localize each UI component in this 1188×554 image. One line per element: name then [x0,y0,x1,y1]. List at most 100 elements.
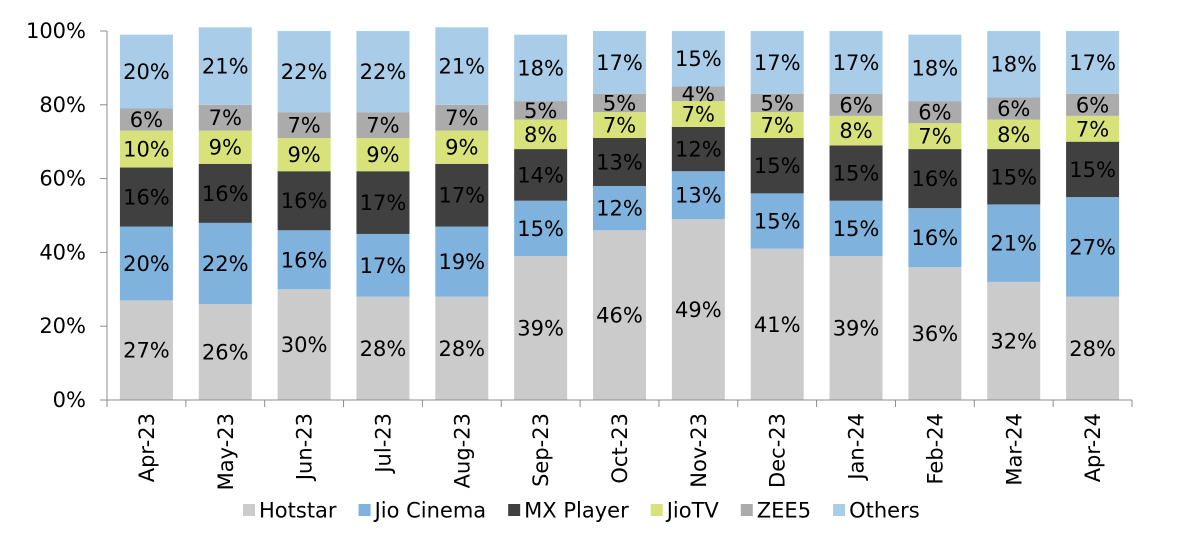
data-label: 30% [281,333,328,357]
bar-segment [671,86,725,102]
data-label: 18% [517,56,564,80]
bar-segment [277,230,331,290]
bar-segment [1066,197,1120,297]
data-label: 9% [287,143,320,167]
data-label: 18% [990,53,1037,77]
data-label: 5% [761,91,794,115]
x-tick-label: May-23 [214,413,238,490]
bar-segment [908,101,962,124]
bar-segment [593,185,646,231]
bar-segment [119,34,173,109]
bar-segment [514,119,568,150]
bar-segment [119,226,173,301]
data-label: 17% [360,254,407,278]
bar-segment [829,256,883,400]
data-label: 22% [360,60,407,84]
data-label: 17% [1069,51,1116,75]
data-label: 17% [754,51,801,75]
bar-segment [671,126,725,172]
legend-swatch [833,504,846,516]
data-label: 7% [761,114,794,138]
legend-label: Others [849,499,920,523]
data-label: 15% [517,217,564,241]
y-tick-label: 0% [53,388,86,412]
data-label: 6% [839,93,872,117]
bar-segment [671,101,725,127]
bars: 27% 20% 16% 10% 6% 20% 26% 22% 16% 9% 7% 21% 30% 16% 1… [119,27,1120,400]
bar-segment [514,34,568,102]
bar-segment [987,204,1041,282]
data-label: 14% [517,163,564,187]
bar-segment [908,34,962,102]
data-label: 15% [833,217,880,241]
bar-segment [435,296,489,400]
data-label: 7% [209,106,242,130]
data-label: 21% [990,232,1037,256]
data-label: 7% [1076,117,1109,141]
bar-segment [1066,93,1120,116]
x-tick-label: Apr-23 [135,413,159,482]
bar-segment [435,226,489,297]
data-label: 15% [1069,158,1116,182]
data-label: 22% [202,252,249,276]
data-label: 12% [675,138,722,162]
data-label: 5% [524,99,557,123]
bar-segment [198,104,252,131]
data-label: 7% [682,103,715,127]
data-label: 12% [596,197,643,221]
data-label: 15% [990,165,1037,189]
bar-segment [829,31,883,94]
x-tick-label: Oct-23 [608,413,632,484]
bar-segment [987,149,1041,205]
data-label: 26% [202,341,249,365]
data-label: 39% [833,317,880,341]
x-axis: Apr-23 May-23 Jun-23 Jul-23 Aug-23 Sep-23 Oct-… [106,399,1133,490]
data-label: 9% [209,136,242,160]
bar-segment [987,31,1041,98]
data-label: 7% [366,114,399,138]
bar-segment [198,163,252,223]
data-label: 41% [754,313,801,337]
bar-segment [593,31,646,94]
data-label: 9% [445,136,478,160]
data-label: 6% [997,97,1030,121]
bar-segment [750,248,804,400]
data-label: 16% [912,167,959,191]
data-label: 6% [1076,93,1109,117]
bar-segment [1066,31,1120,94]
bar-segment [356,233,410,297]
bar-segment [671,171,725,220]
data-label: 8% [524,123,557,147]
data-label: 36% [912,322,959,346]
data-label: 15% [754,154,801,178]
data-label: 19% [438,250,485,274]
y-tick-label: 60% [39,167,86,191]
data-label: 9% [366,143,399,167]
data-label: 7% [445,106,478,130]
x-tick-label: Aug-23 [450,413,474,488]
bar-segment [908,149,962,209]
bar-segment [593,138,646,186]
data-label: 18% [912,56,959,80]
data-label: 7% [603,114,636,138]
y-tick-label: 20% [39,314,86,338]
legend-swatch [740,504,753,516]
bar-segment [908,208,962,268]
data-label: 21% [202,55,249,79]
bar-segment [750,112,804,139]
data-label: 8% [997,123,1030,147]
bar-segment [593,230,646,400]
data-label: 6% [918,101,951,125]
x-tick-label: Sep-23 [529,413,553,487]
data-label: 17% [833,51,880,75]
data-label: 7% [287,114,320,138]
bar-segment [514,256,568,400]
bar-segment [593,93,646,113]
bar-segment [829,145,883,201]
legend-swatch [243,504,255,516]
data-label: 27% [123,339,170,363]
bar-segment [987,119,1041,150]
bar-segment [829,115,883,146]
